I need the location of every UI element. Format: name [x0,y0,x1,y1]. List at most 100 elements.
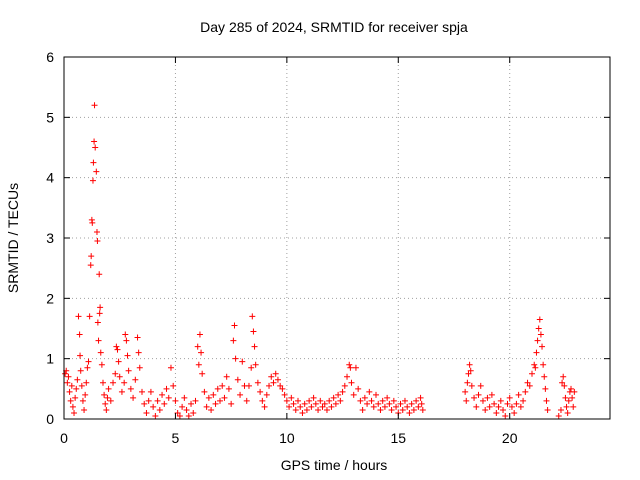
data-point [78,382,85,389]
data-point [375,400,382,407]
data-point [136,364,143,371]
data-point [219,382,226,389]
data-point [286,403,293,410]
data-point [337,397,344,404]
data-point [195,361,202,368]
data-point [79,397,86,404]
data-point [466,361,473,368]
data-point [330,394,337,401]
data-point [277,382,284,389]
data-point [65,373,72,380]
data-point [569,394,576,401]
data-point [139,388,145,395]
data-point [381,403,388,410]
data-point [531,361,538,368]
x-tick-label: 5 [172,430,180,446]
data-point [377,406,384,413]
data-point [115,358,122,365]
data-point [295,397,301,404]
data-point [564,409,571,416]
data-point [93,168,100,175]
data-point [359,406,366,413]
data-point [96,271,103,278]
data-point [73,385,80,392]
data-point [570,403,577,410]
data-point [101,391,108,398]
data-point [116,373,123,380]
data-point [350,391,357,398]
data-point [366,388,373,395]
chart-title: Day 285 of 2024, SRMTID for receiver spj… [200,19,468,35]
data-point [103,406,110,413]
data-point [172,397,179,404]
y-tick-label: 0 [46,411,54,427]
data-point [560,373,567,380]
data-point [74,376,81,383]
data-point [163,385,170,392]
data-point [130,394,137,401]
data-point [347,364,354,371]
data-point [317,397,324,404]
data-point [312,400,319,407]
data-point [532,364,539,371]
data-point [344,373,351,380]
data-point [404,403,411,410]
data-point [463,397,470,404]
y-tick-label: 2 [46,290,54,306]
data-point [306,397,313,404]
data-point [249,313,256,320]
data-point [85,358,92,365]
data-point [105,385,112,392]
data-point [203,403,210,410]
x-tick-labels: 0 5 10 15 20 [60,430,518,446]
data-point [231,322,238,329]
data-point [497,397,504,404]
data-point [386,400,393,407]
data-point [94,319,101,326]
x-tick-label: 10 [279,430,295,446]
data-point [225,385,232,392]
data-point [176,412,183,419]
data-point [82,391,89,398]
data-point [370,403,377,410]
data-point [390,397,397,404]
data-point [114,346,121,353]
data-point [245,382,252,389]
x-tick-label: 20 [502,430,518,446]
data-point [268,373,275,380]
data-point [357,397,364,404]
data-point [69,403,76,410]
data-point [482,406,489,413]
data-point [248,364,255,371]
data-point [107,397,114,404]
data-point [77,367,84,374]
data-point [493,409,500,416]
data-point [75,313,82,320]
data-point [468,382,475,389]
data-point [555,412,562,419]
data-point [221,394,228,401]
data-point [94,238,101,245]
data-point [254,379,261,386]
data-point [341,382,348,389]
data-point [104,394,111,401]
data-point [473,403,480,410]
data-point [261,403,268,410]
data-point [239,358,246,365]
data-point [410,406,417,413]
data-point [196,331,203,338]
data-point [486,403,493,410]
data-point [100,379,106,386]
data-point [141,400,148,407]
data-point [524,379,531,386]
data-point [192,397,199,404]
data-point [134,334,141,341]
data-point [495,403,502,410]
data-point [165,394,172,401]
data-point [77,352,84,359]
data-point [232,355,239,362]
data-point [526,382,533,389]
y-tick-label: 1 [46,351,54,367]
data-point [475,391,482,398]
